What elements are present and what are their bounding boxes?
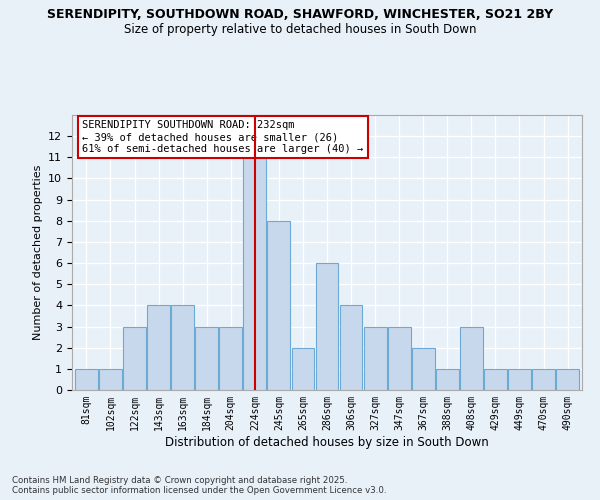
Y-axis label: Number of detached properties: Number of detached properties <box>32 165 43 340</box>
Bar <box>484 369 507 390</box>
Bar <box>123 326 146 390</box>
Bar <box>292 348 314 390</box>
Bar <box>316 263 338 390</box>
Bar <box>340 306 362 390</box>
Bar <box>195 326 218 390</box>
Bar <box>364 326 386 390</box>
Text: Contains HM Land Registry data © Crown copyright and database right 2025.
Contai: Contains HM Land Registry data © Crown c… <box>12 476 386 495</box>
Text: SERENDIPITY SOUTHDOWN ROAD: 232sqm
← 39% of detached houses are smaller (26)
61%: SERENDIPITY SOUTHDOWN ROAD: 232sqm ← 39%… <box>82 120 364 154</box>
Text: SERENDIPITY, SOUTHDOWN ROAD, SHAWFORD, WINCHESTER, SO21 2BY: SERENDIPITY, SOUTHDOWN ROAD, SHAWFORD, W… <box>47 8 553 20</box>
X-axis label: Distribution of detached houses by size in South Down: Distribution of detached houses by size … <box>165 436 489 448</box>
Bar <box>532 369 555 390</box>
Bar <box>268 221 290 390</box>
Bar <box>171 306 194 390</box>
Bar <box>460 326 483 390</box>
Bar <box>388 326 410 390</box>
Bar <box>436 369 459 390</box>
Bar <box>508 369 531 390</box>
Bar <box>99 369 122 390</box>
Bar <box>147 306 170 390</box>
Text: Size of property relative to detached houses in South Down: Size of property relative to detached ho… <box>124 22 476 36</box>
Bar <box>556 369 579 390</box>
Bar <box>412 348 434 390</box>
Bar <box>220 326 242 390</box>
Bar <box>75 369 98 390</box>
Bar <box>244 136 266 390</box>
